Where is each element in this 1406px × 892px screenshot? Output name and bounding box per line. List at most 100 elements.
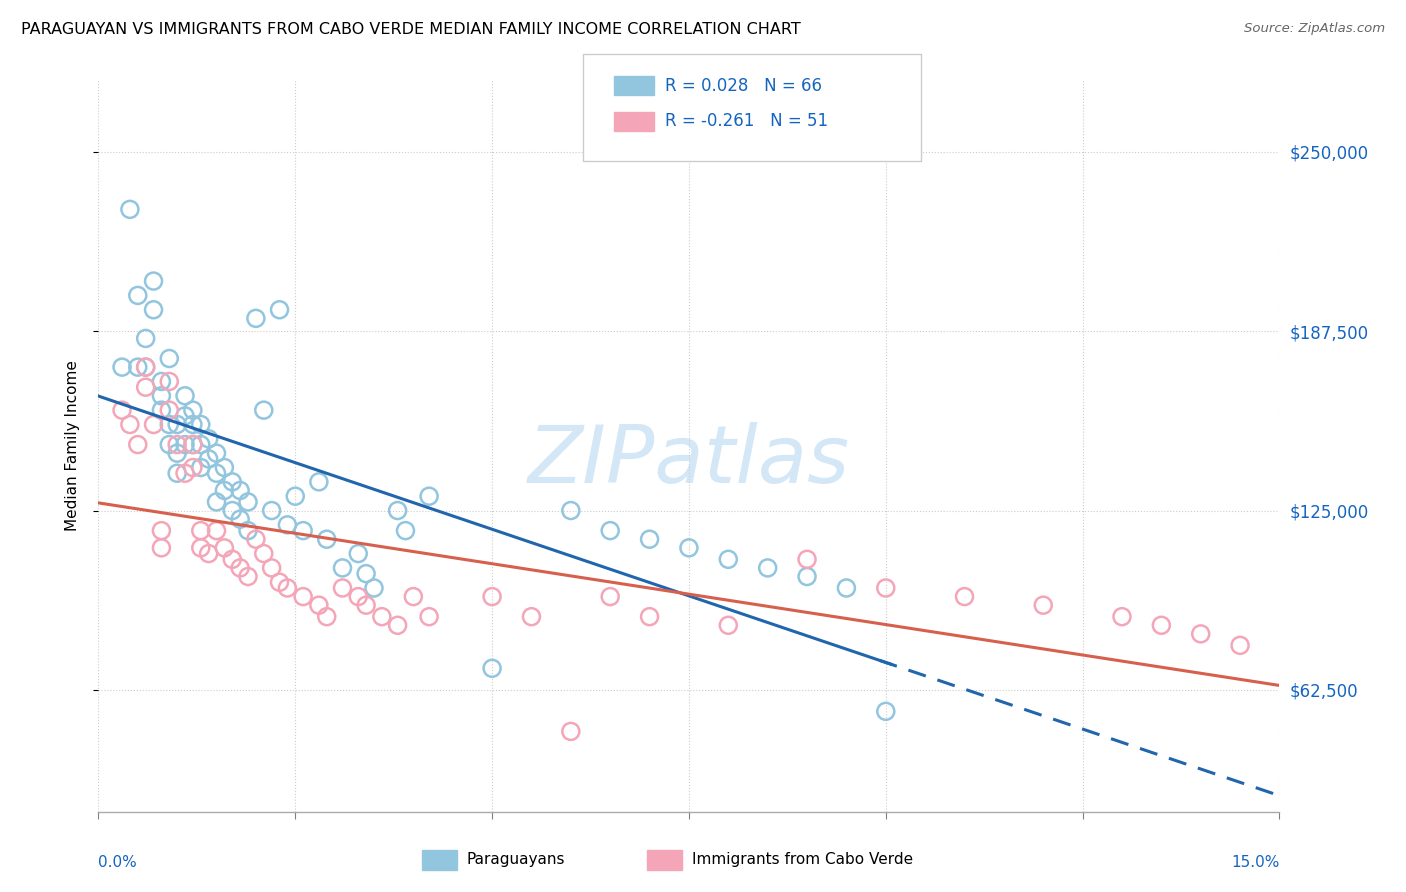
Point [205,446,228,460]
Point [181,460,204,475]
Text: 15.0%: 15.0% [1232,855,1279,870]
Point [394,524,416,538]
Point [269,575,291,590]
Text: R = 0.028   N = 66: R = 0.028 N = 66 [665,77,823,95]
Point [638,533,661,547]
Point [135,331,157,345]
Point [717,618,740,632]
Point [157,417,180,432]
Point [181,403,204,417]
Point [638,609,661,624]
Point [127,288,149,302]
Point [953,590,976,604]
Point [111,403,134,417]
Point [157,351,180,366]
Point [214,460,236,475]
Point [174,409,197,423]
Point [205,495,228,509]
Point [253,547,276,561]
Point [150,389,173,403]
Point [347,590,370,604]
Point [166,467,188,481]
Point [347,547,370,561]
Point [150,541,173,555]
Point [197,451,219,466]
Point [150,524,173,538]
Point [181,437,204,451]
Point [157,403,180,417]
Point [190,524,212,538]
Point [520,609,543,624]
Point [111,360,134,375]
Point [371,609,394,624]
Point [150,375,173,389]
Point [236,569,259,583]
Point [315,609,337,624]
Point [118,417,141,432]
Point [560,503,582,517]
Point [1189,627,1212,641]
Point [796,552,818,566]
Point [678,541,700,555]
Point [276,581,298,595]
Point [599,590,621,604]
Point [292,590,315,604]
Point [181,437,204,451]
Point [229,483,252,498]
Point [229,561,252,575]
Point [260,561,283,575]
Point [190,460,212,475]
Point [875,581,897,595]
Text: 0.0%: 0.0% [98,855,138,870]
Point [142,274,165,288]
Point [166,437,188,451]
Point [245,533,267,547]
Point [142,302,165,317]
Point [253,403,276,417]
Point [127,437,149,451]
Text: Paraguayans: Paraguayans [467,853,565,867]
Point [481,661,503,675]
Point [221,552,243,566]
Point [245,311,267,326]
Point [292,524,315,538]
Text: ZIPatlas: ZIPatlas [527,422,851,500]
Point [197,547,219,561]
Point [174,389,197,403]
Point [190,417,212,432]
Point [214,541,236,555]
Point [166,446,188,460]
Point [1111,609,1133,624]
Point [308,598,330,612]
Point [796,569,818,583]
Point [205,524,228,538]
Point [599,524,621,538]
Point [127,360,149,375]
Point [221,475,243,489]
Point [354,566,377,581]
Point [205,467,228,481]
Text: Source: ZipAtlas.com: Source: ZipAtlas.com [1244,22,1385,36]
Point [315,533,337,547]
Point [332,561,354,575]
Point [214,483,236,498]
Point [157,437,180,451]
Point [284,489,307,503]
Point [135,360,157,375]
Point [418,609,440,624]
Point [1150,618,1173,632]
Point [269,302,291,317]
Point [308,475,330,489]
Point [174,437,197,451]
Point [229,512,252,526]
Point [387,503,409,517]
Point [481,590,503,604]
Point [1032,598,1054,612]
Text: PARAGUAYAN VS IMMIGRANTS FROM CABO VERDE MEDIAN FAMILY INCOME CORRELATION CHART: PARAGUAYAN VS IMMIGRANTS FROM CABO VERDE… [21,22,801,37]
Point [354,598,377,612]
Point [402,590,425,604]
Point [190,437,212,451]
Point [387,618,409,632]
Point [418,489,440,503]
Point [260,503,283,517]
